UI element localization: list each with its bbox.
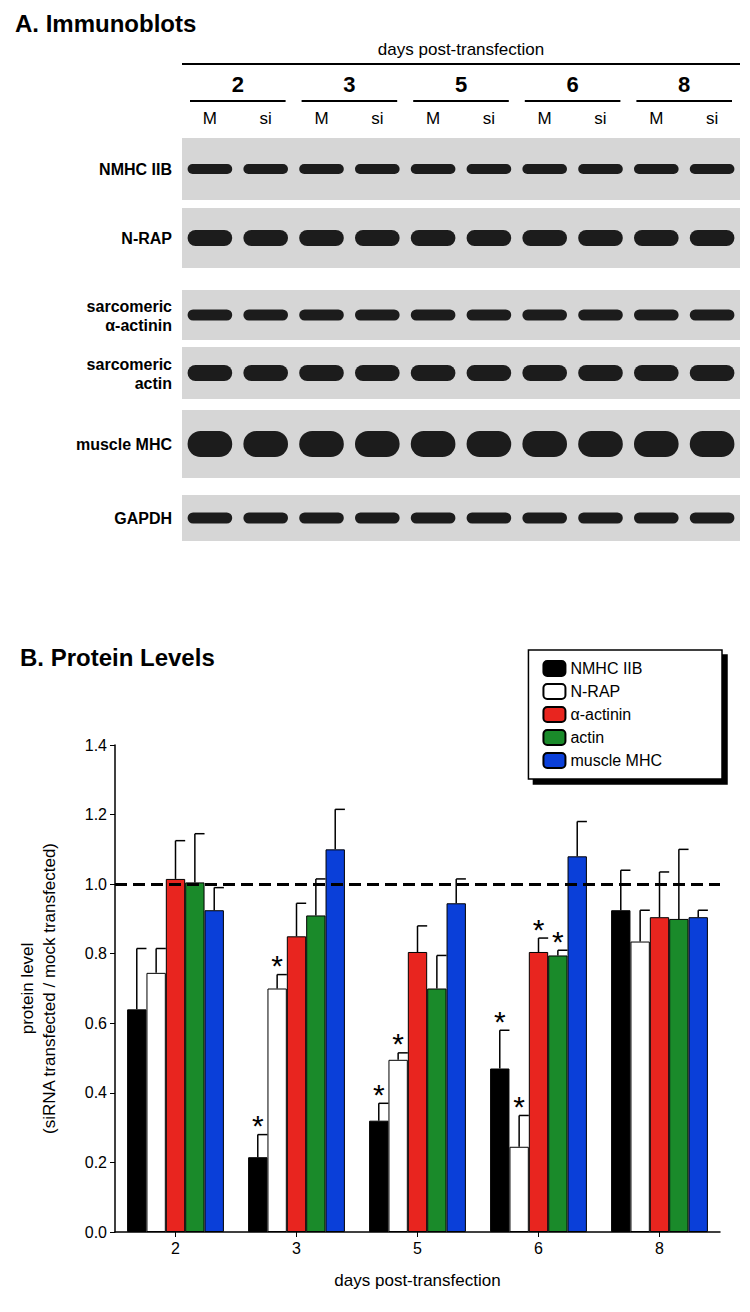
svg-text:5: 5 [413,1240,422,1257]
svg-text:actin: actin [570,729,604,746]
svg-text:M: M [203,109,217,128]
svg-text:0.0: 0.0 [85,1224,107,1241]
svg-text:8: 8 [678,72,690,97]
svg-text:0.6: 0.6 [85,1015,107,1032]
svg-text:0.4: 0.4 [85,1084,107,1101]
svg-text:GAPDH: GAPDH [114,510,172,527]
svg-text:1.0: 1.0 [85,876,107,893]
svg-text:1.4: 1.4 [85,737,107,754]
svg-text:protein level: protein level [18,943,37,1035]
svg-text:*: * [271,949,283,982]
svg-text:*: * [552,925,564,958]
svg-text:M: M [426,109,440,128]
svg-text:A. Immunoblots: A. Immunoblots [15,10,196,37]
svg-text:8: 8 [655,1240,664,1257]
svg-text:*: * [392,1027,404,1060]
svg-text:6: 6 [566,72,578,97]
svg-text:muscle MHC: muscle MHC [76,436,172,453]
svg-text:1.2: 1.2 [85,806,107,823]
svg-text:3: 3 [343,72,355,97]
svg-text:*: * [494,1005,506,1038]
svg-text:N-RAP: N-RAP [121,230,172,247]
svg-text:M: M [538,109,552,128]
svg-text:NMHC IIB: NMHC IIB [99,161,172,178]
svg-text:si: si [483,109,495,128]
svg-text:days post-transfection: days post-transfection [378,40,544,59]
svg-text:actin: actin [135,375,172,392]
svg-text:α-actinin: α-actinin [105,317,172,334]
svg-text:si: si [706,109,718,128]
svg-text:NMHC IIB: NMHC IIB [570,660,642,677]
svg-text:6: 6 [534,1240,543,1257]
svg-text:2: 2 [171,1240,180,1257]
svg-text:3: 3 [292,1240,301,1257]
svg-text:si: si [260,109,272,128]
svg-text:(siRNA transfected / mock tran: (siRNA transfected / mock transfected) [40,843,59,1134]
svg-text:M: M [314,109,328,128]
svg-text:*: * [373,1078,385,1111]
svg-text:B. Protein Levels: B. Protein Levels [20,644,215,671]
svg-text:*: * [252,1109,264,1142]
svg-text:2: 2 [232,72,244,97]
svg-text:si: si [371,109,383,128]
svg-text:sarcomeric: sarcomeric [87,298,172,315]
svg-text:days post-transfection: days post-transfection [334,1271,500,1290]
svg-text:5: 5 [455,72,467,97]
svg-text:0.2: 0.2 [85,1154,107,1171]
svg-text:M: M [649,109,663,128]
svg-text:sarcomeric: sarcomeric [87,356,172,373]
svg-text:α-actinin: α-actinin [570,706,631,723]
svg-text:0.8: 0.8 [85,945,107,962]
svg-text:N-RAP: N-RAP [570,683,620,700]
svg-text:*: * [513,1090,525,1123]
svg-text:muscle MHC: muscle MHC [570,752,662,769]
svg-text:*: * [533,913,545,946]
svg-text:si: si [594,109,606,128]
